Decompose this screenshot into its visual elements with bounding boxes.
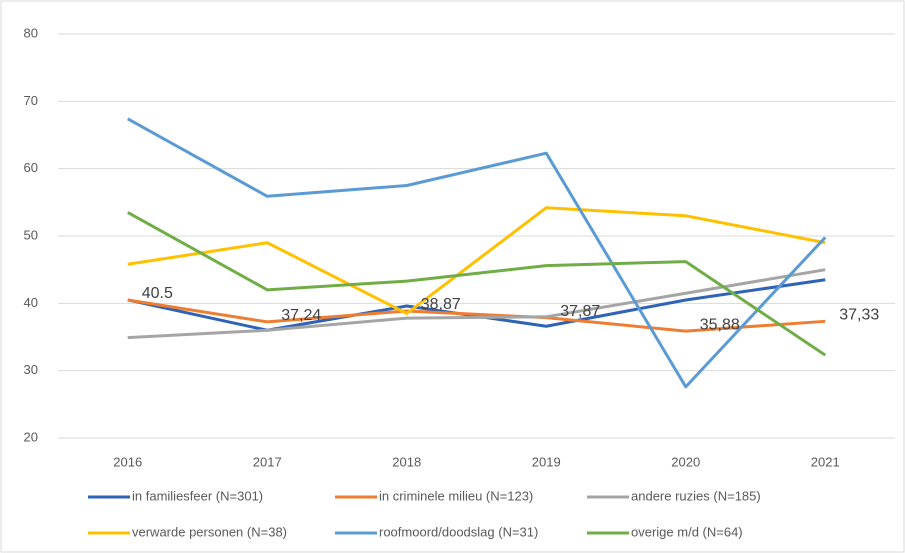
legend-label: in criminele milieu (N=123) bbox=[379, 488, 533, 503]
x-tick-label: 2021 bbox=[811, 454, 840, 469]
data-label: 37,87 bbox=[560, 303, 600, 320]
series-line bbox=[127, 206, 826, 315]
series-line bbox=[127, 211, 827, 357]
y-tick-label: 60 bbox=[24, 160, 38, 175]
x-tick-label: 2020 bbox=[671, 454, 700, 469]
series-line bbox=[127, 268, 826, 340]
series-line bbox=[127, 117, 827, 389]
legend-label: verwarde personen (N=38) bbox=[132, 524, 287, 539]
x-tick-label: 2016 bbox=[113, 454, 142, 469]
x-tick-label: 2017 bbox=[253, 454, 282, 469]
x-tick-label: 2018 bbox=[392, 454, 421, 469]
legend-label: roofmoord/doodslag (N=31) bbox=[379, 524, 538, 539]
legend-label: in familiesfeer (N=301) bbox=[132, 488, 263, 503]
data-label: 37,24 bbox=[281, 307, 321, 324]
legend-label: andere ruzies (N=185) bbox=[631, 488, 761, 503]
y-tick-label: 30 bbox=[24, 362, 38, 377]
y-tick-label: 80 bbox=[24, 25, 38, 40]
x-tick-label: 2019 bbox=[532, 454, 561, 469]
y-tick-label: 70 bbox=[24, 93, 38, 108]
data-label: 38,87 bbox=[421, 296, 461, 313]
y-tick-label: 20 bbox=[24, 429, 38, 444]
series-line bbox=[127, 298, 826, 333]
data-label: 40.5 bbox=[142, 285, 173, 302]
legend-label: overige m/d (N=64) bbox=[631, 524, 743, 539]
y-tick-label: 40 bbox=[24, 295, 38, 310]
data-label: 37,33 bbox=[839, 307, 879, 324]
data-label: 35,88 bbox=[700, 316, 740, 333]
y-tick-label: 50 bbox=[24, 227, 38, 242]
